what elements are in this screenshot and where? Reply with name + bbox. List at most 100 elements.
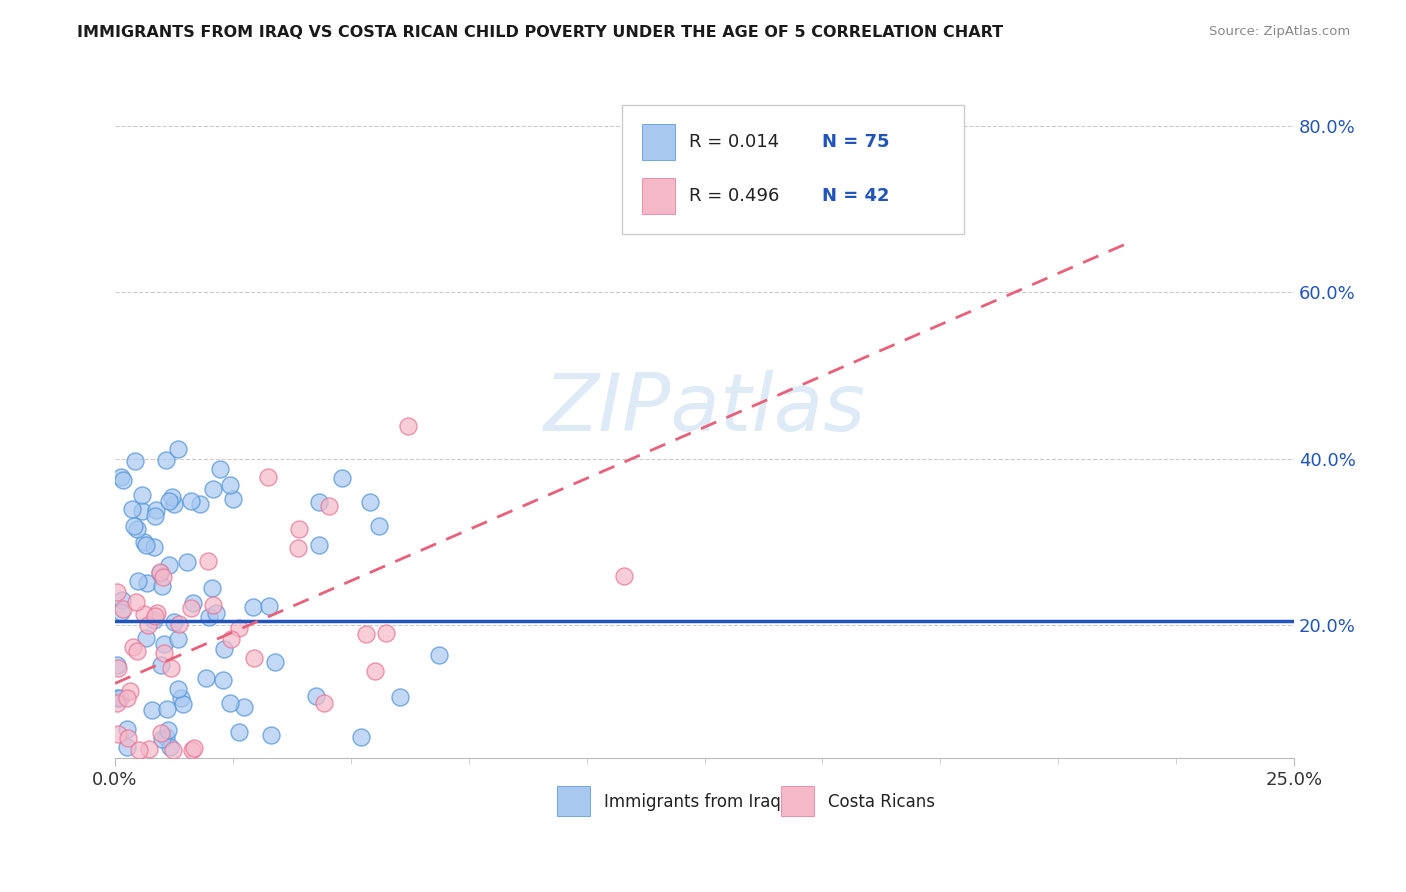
FancyBboxPatch shape (621, 105, 965, 235)
Point (183, 740, 205, 755)
Point (180, 493, 202, 508)
Point (375, 626, 398, 640)
Point (128, 743, 150, 757)
Point (330, 471, 353, 485)
Point (260, 728, 283, 742)
Point (308, 538, 330, 552)
Point (364, 664, 387, 678)
Point (200, 582, 222, 596)
Point (115, 740, 138, 755)
Point (181, 596, 204, 610)
Point (288, 522, 311, 536)
Point (121, 502, 143, 516)
Point (159, 740, 181, 755)
Point (156, 723, 179, 737)
Point (160, 661, 183, 675)
Point (149, 658, 172, 673)
Point (141, 703, 163, 717)
Point (228, 621, 250, 635)
Point (396, 418, 419, 433)
Point (162, 743, 184, 757)
Point (190, 497, 212, 511)
Point (108, 691, 131, 706)
Point (156, 702, 179, 716)
Point (110, 605, 132, 619)
Point (287, 541, 309, 555)
Point (228, 724, 250, 739)
Point (427, 648, 450, 662)
Point (305, 689, 328, 703)
Text: Costa Ricans: Costa Ricans (828, 793, 935, 811)
Point (153, 637, 176, 651)
Point (167, 617, 190, 632)
Point (131, 488, 153, 502)
Point (124, 518, 146, 533)
Point (172, 697, 194, 711)
Point (135, 538, 157, 552)
Point (242, 651, 264, 665)
Text: R = 0.014: R = 0.014 (689, 133, 779, 151)
Point (117, 731, 139, 746)
Point (136, 618, 159, 632)
Point (122, 640, 145, 654)
Point (115, 722, 138, 736)
Point (359, 495, 381, 509)
Point (350, 730, 373, 744)
Point (259, 599, 281, 613)
Point (155, 452, 177, 467)
Point (125, 595, 148, 609)
Point (150, 732, 173, 747)
Point (124, 454, 146, 468)
Text: Immigrants from Iraq: Immigrants from Iraq (605, 793, 782, 811)
Point (180, 600, 202, 615)
Point (150, 726, 173, 740)
Point (205, 606, 228, 620)
Point (111, 593, 134, 607)
Point (167, 632, 190, 647)
Point (157, 493, 180, 508)
Point (212, 673, 235, 687)
Point (143, 609, 166, 624)
Point (127, 644, 149, 658)
Point (312, 697, 335, 711)
Point (107, 697, 129, 711)
Point (149, 566, 172, 580)
Point (197, 554, 219, 568)
Point (219, 632, 242, 647)
Point (105, 585, 128, 599)
Point (152, 570, 174, 584)
Point (212, 642, 235, 657)
Point (127, 522, 149, 536)
Point (105, 657, 128, 672)
Point (105, 690, 128, 705)
Point (118, 684, 141, 698)
Point (143, 540, 166, 554)
Point (354, 627, 377, 641)
Point (198, 610, 221, 624)
Point (166, 442, 188, 457)
Point (169, 691, 191, 706)
Point (142, 613, 165, 627)
Point (146, 606, 169, 620)
Point (368, 519, 391, 533)
FancyBboxPatch shape (782, 786, 814, 815)
Point (132, 535, 155, 549)
FancyBboxPatch shape (643, 124, 675, 161)
Point (107, 727, 129, 741)
Point (132, 607, 155, 621)
FancyBboxPatch shape (557, 786, 591, 815)
Point (257, 469, 280, 483)
Point (110, 470, 132, 484)
Point (112, 473, 135, 487)
Point (242, 599, 264, 614)
FancyBboxPatch shape (643, 178, 675, 214)
Point (176, 555, 198, 569)
Text: ZIPatlas: ZIPatlas (544, 370, 866, 448)
Point (163, 497, 186, 511)
Point (111, 601, 134, 615)
Point (201, 482, 224, 496)
Point (208, 462, 231, 476)
Point (138, 741, 160, 756)
Point (131, 504, 153, 518)
Point (318, 499, 340, 513)
